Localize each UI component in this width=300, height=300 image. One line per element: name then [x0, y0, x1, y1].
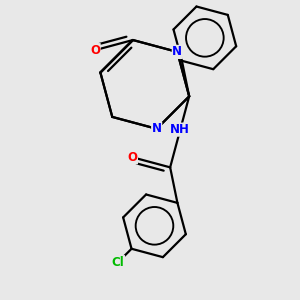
Text: Cl: Cl: [112, 256, 124, 268]
Text: NH: NH: [170, 123, 190, 136]
Text: O: O: [128, 151, 137, 164]
Text: N: N: [172, 45, 182, 58]
Text: O: O: [90, 44, 100, 57]
Text: N: N: [152, 122, 162, 135]
